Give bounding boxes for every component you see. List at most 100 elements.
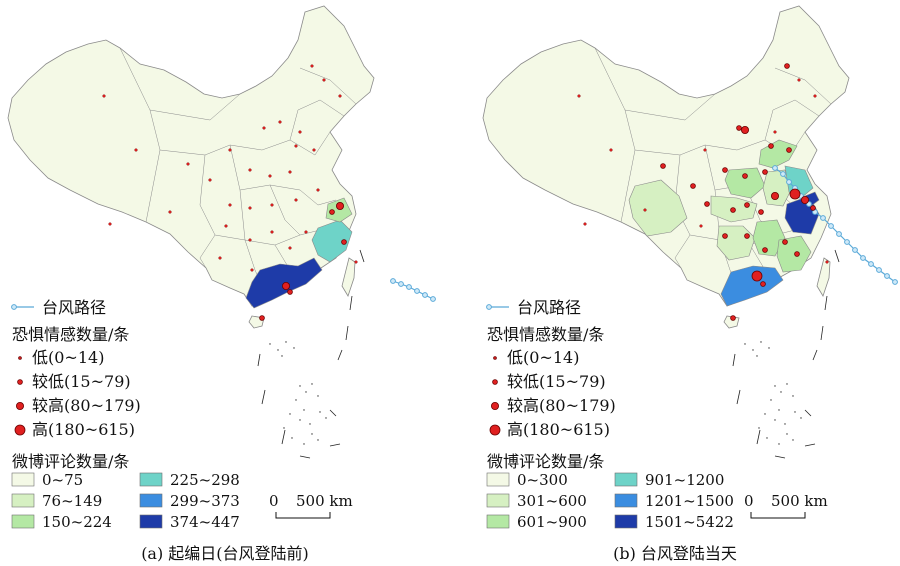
typhoon-track-point [876,267,882,273]
fear-dot [248,238,252,242]
typhoon-track-point [852,247,858,253]
legend-swatch-icon [614,514,638,529]
fear-dot [794,251,800,257]
legend-fear-label: 高(180~615) [32,420,135,439]
fear-dot [744,233,750,239]
island-dot [752,349,754,351]
province-borders [119,47,357,301]
fear-dot [329,209,335,215]
scale-zero-label: 0 [744,492,754,510]
province-guangdong [720,265,784,307]
island-dot [325,417,327,419]
island-dot [311,433,313,435]
island-dot [291,437,293,439]
fear-dot [760,281,766,287]
typhoon-track-icon [11,304,17,310]
province-fujian [776,235,812,273]
fear-dot [762,247,768,253]
typhoon-track-point [414,288,420,294]
fear-dot [722,233,728,239]
legend-fear-label: 高(180~615) [507,420,610,439]
fear-dot [797,78,801,82]
fear-dot [208,178,212,182]
fear-dot-icon [492,379,498,385]
fear-dot [722,167,728,173]
fear-dot [259,315,265,321]
scale-bar-icon [750,512,806,519]
scale-distance-label: 500 km [296,492,353,510]
fear-dot [335,201,344,210]
south-china-sea-islands [732,249,840,459]
scale-bar-b: 0 500 km [744,492,828,519]
typhoon-track-point [884,273,890,279]
legend-swatch-icon [614,493,638,508]
island-dot [281,355,283,357]
fear-dot-icon [17,379,23,385]
province-henan [724,167,766,199]
fear-dot [768,143,774,149]
fear-dot [228,203,232,207]
legend-swatch-icon [486,472,510,487]
island-dot [778,409,780,411]
fear-dot [800,195,809,204]
typhoon-track-point [430,296,436,302]
typhoon-track-point [786,179,792,185]
caption-panel-a: (a) 起编日(台风登陆前) [141,544,309,563]
fear-dot [312,148,316,152]
island-dot [277,349,279,351]
island-dot [293,347,295,349]
caption-panel-b: (b) 台风登陆当天 [613,544,737,563]
island-dot [295,399,297,401]
legend-fear-label: 低(0~14) [32,348,104,367]
island-dot [792,395,794,397]
fear-dot [270,203,274,207]
typhoon-track-point [390,278,396,284]
legend-track-label: 台风路径 [42,298,106,317]
island-dot [780,391,782,393]
legend-fear-label: 较高(80~179) [32,396,141,415]
fear-dot [643,208,647,212]
typhoon-track-point [860,255,866,261]
island-dot [299,419,301,421]
island-dot [269,343,271,345]
typhoon-track-point [844,239,850,245]
island-dot [770,399,772,401]
island-dot [786,383,788,385]
legend-weibo-label: 374~447 [170,513,240,531]
fear-dot [322,78,326,82]
legend-weibo-title: 微博评论数量/条 [12,452,129,471]
island-dot [317,395,319,397]
typhoon-track-point [422,292,428,298]
fear-dot [583,222,587,226]
legend-weibo-label: 299~373 [170,492,240,510]
legend-swatch-icon [11,472,35,487]
typhoon-track-point [780,171,786,177]
legend-weibo-label: 301~600 [517,492,587,510]
typhoon-track-point [892,279,898,285]
legend-weibo-label: 225~298 [170,471,240,489]
legend-fear-label: 较低(15~79) [507,372,606,391]
province-jiangxi [752,219,786,257]
island-dot [311,383,313,385]
island-dot [305,391,307,393]
fear-dot [102,94,106,98]
fear-dot [270,230,274,234]
legend-swatch-icon [139,472,163,487]
island-dot [760,341,762,343]
china-land [7,5,375,307]
fear-dot [810,205,816,211]
legend-weibo-label: 150~224 [42,513,112,531]
fear-dot [287,289,293,295]
fear-dot [690,183,696,189]
fear-dot [278,120,282,124]
island-dot [744,343,746,345]
legend-swatch-icon [614,472,638,487]
fear-dot [248,168,252,172]
fear-dot [168,210,172,214]
south-china-sea-islands [257,249,365,459]
legend-fear-label: 较高(80~179) [507,396,616,415]
typhoon-track-point [406,284,412,290]
